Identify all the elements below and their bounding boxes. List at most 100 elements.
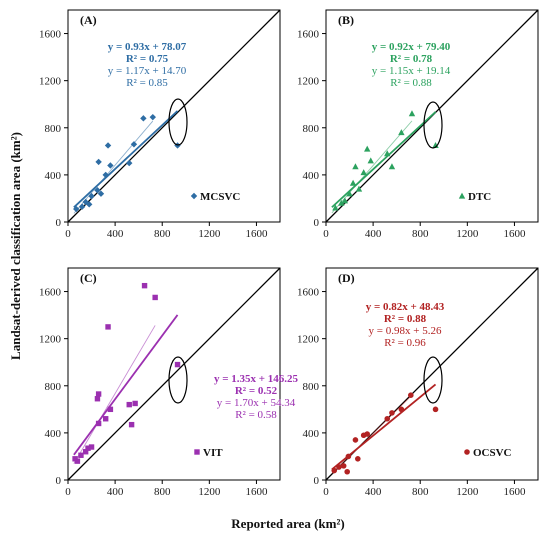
- data-point: [95, 158, 102, 166]
- x-tick-label: 800: [412, 228, 429, 240]
- legend-marker: [190, 192, 198, 200]
- regression-line-all: [73, 110, 179, 208]
- regression-equation: y = 0.92x + 79.40: [372, 41, 451, 53]
- x-tick-label: 1600: [503, 486, 526, 498]
- x-tick-label: 1200: [456, 228, 479, 240]
- y-tick-label: 1200: [39, 76, 62, 88]
- data-point: [432, 142, 439, 149]
- regression-equation: y = 1.70x + 54.34: [217, 397, 296, 409]
- data-point: [384, 150, 391, 157]
- data-point: [346, 190, 353, 197]
- x-tick-label: 0: [65, 486, 71, 498]
- data-point: [149, 113, 156, 121]
- data-point: [340, 463, 347, 469]
- x-axis-title: Reported area (km²): [231, 516, 344, 531]
- y-tick-label: 800: [303, 381, 320, 393]
- y-tick-label: 400: [45, 170, 62, 182]
- y-tick-label: 400: [45, 428, 62, 440]
- chart-panel-1: 0 400 800 1200 1600 0 400 800 1200 1600 (A) y = 0.9…: [39, 9, 281, 240]
- data-point: [105, 324, 111, 330]
- y-tick-label: 1200: [39, 334, 62, 346]
- data-point: [95, 420, 102, 427]
- data-point: [341, 197, 349, 204]
- data-point: [355, 456, 361, 462]
- regression-line-all: [331, 111, 437, 208]
- y-tick-label: 400: [303, 428, 320, 440]
- data-point: [355, 185, 363, 192]
- y-tick-label: 1600: [297, 29, 320, 41]
- legend-label: VIT: [203, 447, 223, 459]
- regression-equation: y = 1.35x + 146.25: [214, 373, 299, 385]
- x-tick-label: 1600: [245, 228, 268, 240]
- data-point: [332, 204, 339, 211]
- data-point: [107, 406, 114, 413]
- data-point: [97, 190, 105, 197]
- data-point: [78, 452, 84, 458]
- data-point: [336, 464, 342, 470]
- regression-equation: y = 1.17x + 14.70: [108, 65, 187, 77]
- data-point: [78, 203, 86, 210]
- chart-panel-3: 0 400 800 1200 1600 0 400 800 1200 1600 (C) y = 1.3…: [39, 267, 299, 498]
- x-tick-label: 1200: [198, 228, 221, 240]
- one-to-one-line: [67, 267, 281, 481]
- y-tick-label: 1200: [297, 76, 320, 88]
- x-tick-label: 0: [323, 486, 329, 498]
- plot-frame: [67, 9, 281, 223]
- data-point: [408, 392, 414, 399]
- chart-panel-4: 0 400 800 1200 1600 0 400 800 1200 1600 (D) y = 0.8…: [297, 267, 539, 498]
- regression-line-subset: [73, 120, 154, 214]
- legend-label: MCSVC: [200, 191, 240, 203]
- data-point: [388, 163, 396, 170]
- data-point: [338, 199, 345, 206]
- y-tick-label: 1200: [297, 334, 320, 346]
- y-tick-label: 800: [303, 123, 320, 135]
- one-to-one-line: [67, 9, 281, 223]
- y-tick-label: 0: [314, 475, 320, 487]
- data-point: [95, 391, 102, 397]
- legend-marker: [194, 449, 200, 455]
- data-point: [94, 396, 101, 402]
- regression-equation: y = 0.98x + 5.26: [369, 325, 442, 337]
- outlier-ellipse: [423, 101, 443, 149]
- regression-line-subset: [331, 395, 412, 474]
- x-tick-label: 800: [154, 486, 171, 498]
- data-point: [102, 416, 109, 422]
- x-tick-label: 400: [107, 228, 124, 240]
- x-tick-label: 1600: [503, 228, 526, 240]
- plot-frame: [325, 267, 539, 481]
- data-point: [130, 141, 138, 148]
- data-point: [352, 163, 359, 170]
- panel-label: (B): [338, 13, 354, 27]
- x-tick-label: 800: [154, 228, 171, 240]
- x-tick-label: 400: [365, 228, 382, 240]
- regression-equation: R² = 0.96: [384, 337, 426, 349]
- data-point: [331, 467, 338, 474]
- regression-equation: R² = 0.88: [390, 77, 432, 89]
- data-point: [126, 401, 132, 408]
- data-point: [85, 445, 91, 451]
- data-point: [104, 142, 112, 149]
- x-tick-label: 1200: [456, 486, 479, 498]
- y-tick-label: 1600: [39, 29, 62, 41]
- data-point: [367, 157, 374, 164]
- plot-frame: [325, 9, 539, 223]
- data-point: [364, 431, 371, 437]
- legend-marker: [458, 192, 466, 199]
- regression-equation: R² = 0.85: [126, 77, 168, 89]
- x-tick-label: 400: [365, 486, 382, 498]
- data-point: [389, 410, 395, 416]
- chart-panel-2: 0 400 800 1200 1600 0 400 800 1200 1600 (B) y = 0.9…: [297, 9, 539, 240]
- data-point: [107, 162, 114, 169]
- y-tick-label: 800: [45, 381, 62, 393]
- data-point: [128, 421, 135, 428]
- x-tick-label: 400: [107, 486, 124, 498]
- data-point: [344, 468, 351, 475]
- regression-equation: R² = 0.78: [390, 53, 433, 65]
- y-tick-label: 0: [56, 475, 62, 487]
- y-tick-label: 0: [56, 217, 62, 229]
- legend-label: DTC: [468, 191, 491, 203]
- regression-equation: y = 0.82x + 48.43: [366, 301, 445, 313]
- regression-equation: R² = 0.52: [235, 385, 278, 397]
- x-tick-label: 0: [65, 228, 71, 240]
- plot-frame: [67, 267, 281, 481]
